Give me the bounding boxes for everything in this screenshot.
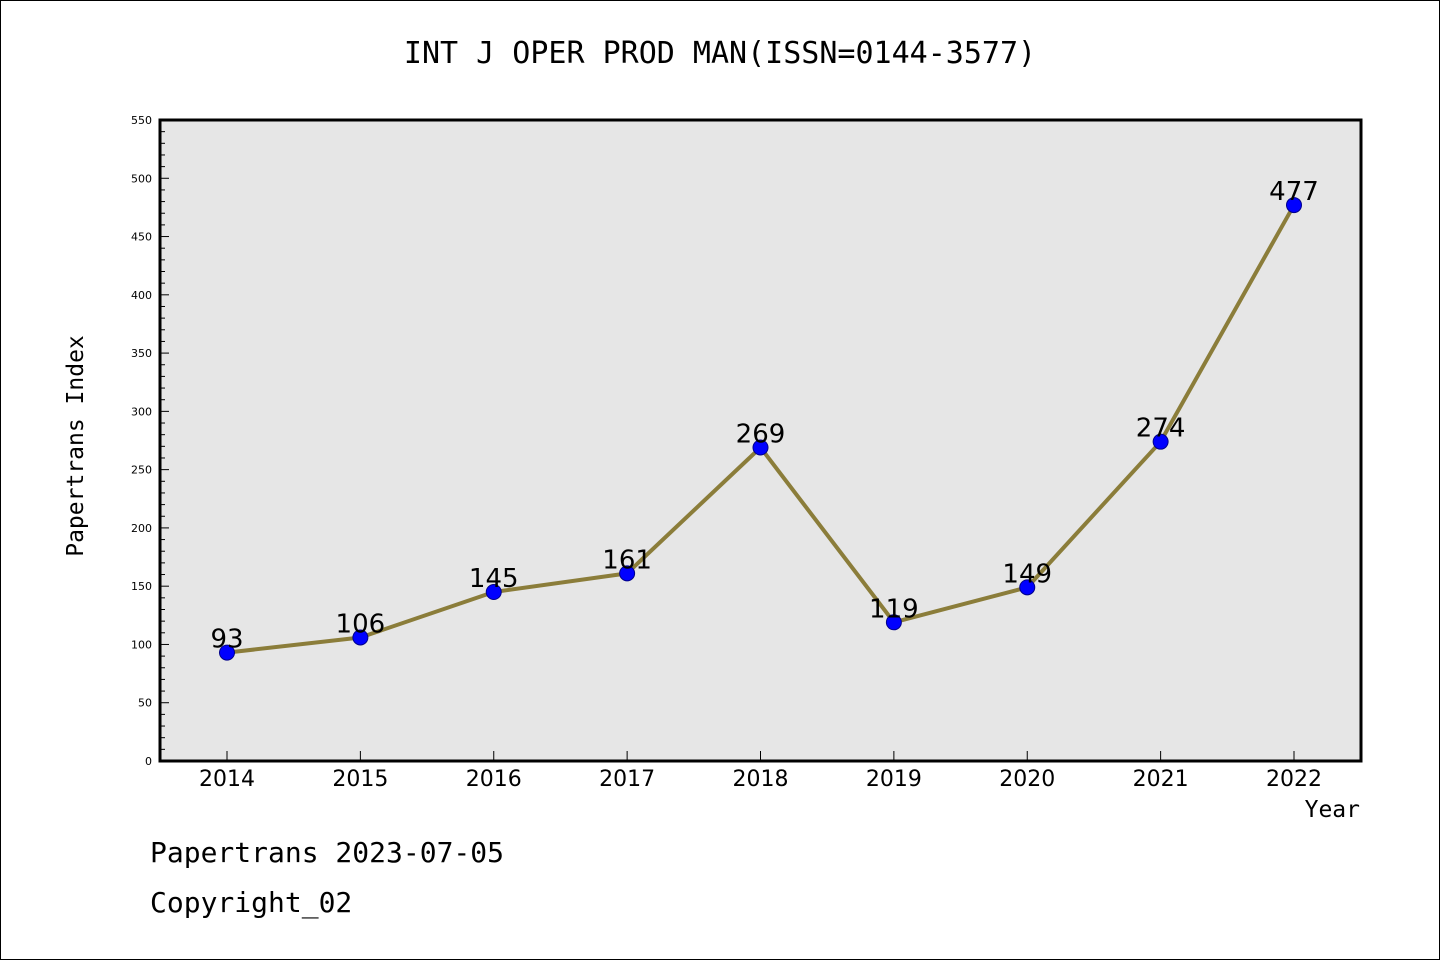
data-point	[485, 584, 502, 601]
data-point	[1152, 433, 1169, 450]
y-tick-label: 450	[131, 231, 152, 244]
data-label: 145	[469, 564, 519, 594]
y-tick-label: 200	[131, 522, 152, 535]
y-tick-label: 550	[131, 114, 152, 127]
y-tick-label: 500	[131, 172, 152, 185]
x-tick-label: 2017	[599, 767, 655, 792]
data-point	[1286, 197, 1302, 214]
data-label: 149	[1002, 559, 1052, 589]
data-point	[219, 644, 235, 661]
footer-copyright: Copyright_02	[150, 886, 353, 919]
chart-title: INT J OPER PROD MAN(ISSN=0144-3577)	[403, 36, 1037, 71]
y-tick-label: 350	[131, 347, 152, 360]
x-tick-label: 2022	[1266, 767, 1322, 792]
y-tick-label: 150	[131, 580, 152, 593]
data-label: 274	[1136, 414, 1186, 444]
data-label: 269	[736, 419, 786, 449]
footer-date: Papertrans 2023-07-05	[150, 836, 505, 869]
x-tick-label: 2021	[1133, 767, 1189, 792]
x-tick-label: 2015	[332, 767, 388, 792]
data-label: 93	[210, 625, 243, 655]
data-point	[619, 565, 636, 582]
data-label: 106	[336, 609, 386, 639]
data-label: 477	[1269, 177, 1319, 207]
y-tick-label: 0	[145, 755, 152, 768]
data-label: 161	[602, 545, 652, 575]
data-point	[352, 629, 369, 646]
y-tick-label: 300	[131, 405, 152, 418]
x-tick-label: 2018	[733, 767, 789, 792]
data-point	[885, 614, 902, 631]
plot-border	[158, 118, 1363, 763]
x-tick-label: 2020	[999, 767, 1055, 792]
x-axis-label: Year	[1304, 797, 1360, 823]
y-tick-label: 400	[131, 289, 152, 302]
data-label: 119	[869, 594, 919, 624]
y-tick-label: 100	[131, 638, 152, 651]
y-tick-label: 50	[138, 697, 152, 710]
data-point	[1019, 579, 1036, 596]
y-tick-label: 250	[131, 464, 152, 477]
data-point	[752, 439, 769, 456]
x-tick-label: 2016	[466, 767, 522, 792]
y-axis-label: Papertrans Index	[63, 335, 89, 557]
x-tick-label: 2014	[199, 767, 255, 792]
x-tick-label: 2019	[866, 767, 922, 792]
